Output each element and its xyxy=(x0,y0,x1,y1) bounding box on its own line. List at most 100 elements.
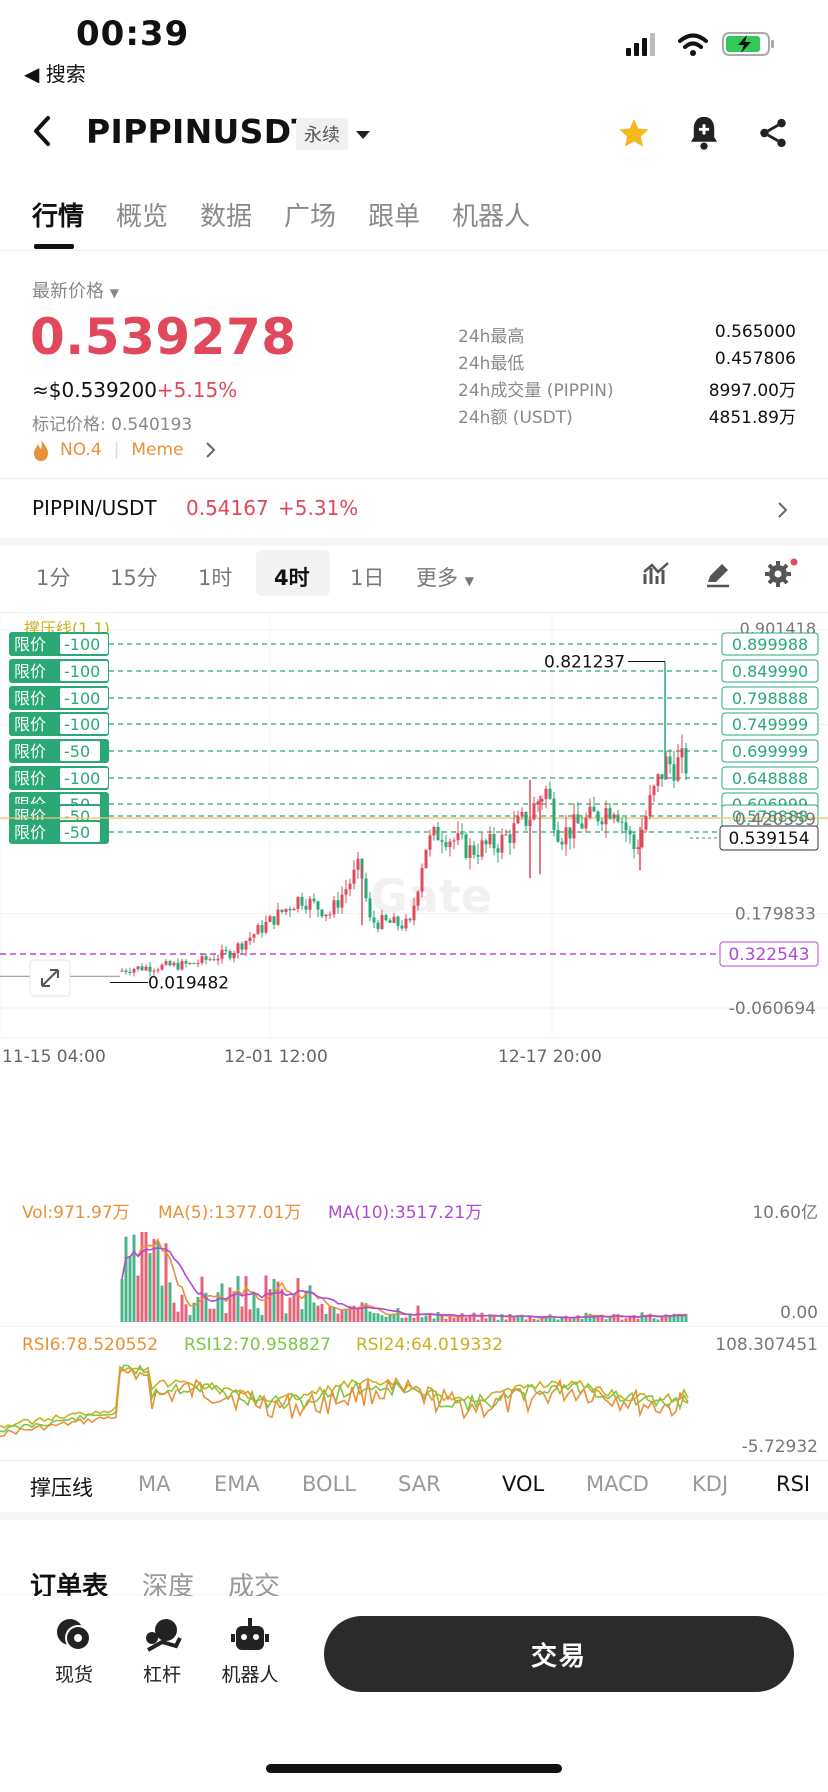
indicator-support-resistance[interactable]: 撑压线 xyxy=(30,1476,93,1500)
pair-title[interactable]: PIPPINUSDT xyxy=(86,112,315,151)
volume-bar xyxy=(368,1311,372,1322)
order-tag[interactable]: 限价 -100 xyxy=(9,712,109,736)
volume-bar xyxy=(256,1308,260,1322)
tab-data[interactable]: 数据 xyxy=(200,202,253,232)
volume-bar xyxy=(324,1314,328,1322)
dock-margin-button[interactable]: 杠杆 xyxy=(122,1616,202,1687)
candle-body xyxy=(140,966,144,971)
dock-margin-label: 杠杆 xyxy=(142,1664,181,1686)
tab-market[interactable]: 行情 xyxy=(32,202,85,232)
candle-body xyxy=(328,914,332,916)
timeframe-1d[interactable]: 1日 xyxy=(350,566,385,590)
order-tag[interactable]: 限价 -100 xyxy=(9,659,109,683)
volume-bar xyxy=(500,1314,504,1322)
wifi-icon xyxy=(678,33,708,56)
share-icon[interactable] xyxy=(756,116,790,154)
candle-body xyxy=(412,905,416,921)
indicator-ema[interactable]: EMA xyxy=(214,1472,260,1496)
indicator-boll[interactable]: BOLL xyxy=(302,1472,356,1496)
divider xyxy=(0,478,828,479)
candle-body xyxy=(196,963,200,965)
volume-bar xyxy=(188,1314,192,1322)
spot-pair-row[interactable]: PIPPIN/USDT 0.54167 +5.31% xyxy=(0,480,828,538)
current-price-tag xyxy=(719,825,819,851)
volume-bar xyxy=(576,1315,580,1322)
indicator-kdj[interactable]: KDJ xyxy=(692,1472,729,1496)
rsi-chart: RSI6:78.520552 RSI12:70.958827 RSI24:64.… xyxy=(0,1326,828,1457)
last-price: 0.539278 xyxy=(30,308,297,366)
order-price: 0.849990 xyxy=(732,662,808,681)
candle-body xyxy=(152,970,156,972)
indicator-vol[interactable]: VOL xyxy=(502,1472,545,1496)
timeframe-1m[interactable]: 1分 xyxy=(36,566,71,590)
rank-tags[interactable]: NO.4 | Meme xyxy=(30,438,218,462)
chart-settings-gear-icon[interactable] xyxy=(764,558,798,594)
order-tag[interactable]: 限价 -50 xyxy=(9,820,109,844)
rsi-lines xyxy=(0,1364,689,1438)
volume-bar xyxy=(240,1306,244,1322)
candle-body xyxy=(120,970,124,972)
fullscreen-icon[interactable] xyxy=(29,959,71,997)
candle-body xyxy=(176,962,180,970)
candle-body xyxy=(432,827,436,836)
candle-body xyxy=(292,908,296,911)
candle-body xyxy=(572,814,576,839)
candle-body xyxy=(324,914,328,917)
volume-bar xyxy=(176,1311,180,1322)
tab-square[interactable]: 广场 xyxy=(284,202,337,232)
volume-bar xyxy=(452,1317,456,1322)
candle-body xyxy=(224,949,228,952)
indicator-rsi[interactable]: RSI xyxy=(776,1472,811,1496)
tab-copy-trade[interactable]: 跟单 xyxy=(368,202,421,232)
candle-body xyxy=(428,835,432,850)
timeframe-more[interactable]: 更多 ▼ xyxy=(416,566,474,590)
timeframe-15m[interactable]: 15分 xyxy=(110,566,158,590)
draw-tool-icon[interactable] xyxy=(704,560,732,592)
volume-bar xyxy=(224,1313,228,1322)
candle-body xyxy=(684,748,688,774)
candle-body xyxy=(552,798,556,831)
dock-spot-button[interactable]: 现货 xyxy=(34,1616,114,1687)
volume-bar xyxy=(408,1313,412,1322)
volume-bar xyxy=(120,1278,124,1322)
tab-bot[interactable]: 机器人 xyxy=(452,202,531,232)
indicator-settings-icon[interactable] xyxy=(642,560,672,592)
volume-bar xyxy=(548,1314,552,1322)
order-tag[interactable]: 限价 -50 xyxy=(9,739,109,763)
timeframe-1h[interactable]: 1时 xyxy=(198,566,233,590)
order-tag[interactable]: 限价 -100 xyxy=(9,686,109,710)
price-alert-icon[interactable] xyxy=(686,114,722,156)
y-axis-tick: 0.420359 xyxy=(735,810,816,830)
timeframe-4h[interactable]: 4时 xyxy=(274,566,310,590)
volume-bar xyxy=(624,1318,628,1322)
y-axis-tick: -0.060694 xyxy=(729,999,816,1019)
volume-bar xyxy=(660,1315,664,1322)
volume-bar xyxy=(328,1305,332,1322)
indicator-sar[interactable]: SAR xyxy=(398,1472,441,1496)
order-tag[interactable]: 限价 -100 xyxy=(9,766,109,790)
candle-body xyxy=(312,898,316,902)
favorite-star-icon[interactable] xyxy=(616,116,652,156)
volume-bar xyxy=(512,1316,516,1322)
trade-button[interactable]: 交易 xyxy=(324,1616,794,1692)
candle-body xyxy=(308,898,312,910)
pair-dropdown-icon[interactable] xyxy=(354,126,372,145)
candle-body xyxy=(584,817,588,829)
back-to-search-link[interactable]: ◀ 搜索 xyxy=(24,62,86,86)
vol-ma10-label: MA(10):3517.21万 xyxy=(328,1203,482,1223)
volume-bar xyxy=(300,1309,304,1322)
candle-body xyxy=(596,811,600,822)
tab-overview[interactable]: 概览 xyxy=(116,202,169,232)
back-button[interactable] xyxy=(28,114,58,152)
dock-bot-button[interactable]: 机器人 xyxy=(210,1616,290,1687)
order-tag[interactable]: 限价 -100 xyxy=(9,632,109,656)
volume-bar xyxy=(156,1241,160,1322)
candle-body xyxy=(212,959,216,961)
indicator-ma[interactable]: MA xyxy=(138,1472,171,1496)
candle-body xyxy=(556,830,560,842)
latest-price-label[interactable]: 最新价格 ▼ xyxy=(32,281,119,302)
volume-bar xyxy=(596,1315,600,1322)
indicator-macd[interactable]: MACD xyxy=(586,1472,649,1496)
candle-body xyxy=(296,897,300,909)
